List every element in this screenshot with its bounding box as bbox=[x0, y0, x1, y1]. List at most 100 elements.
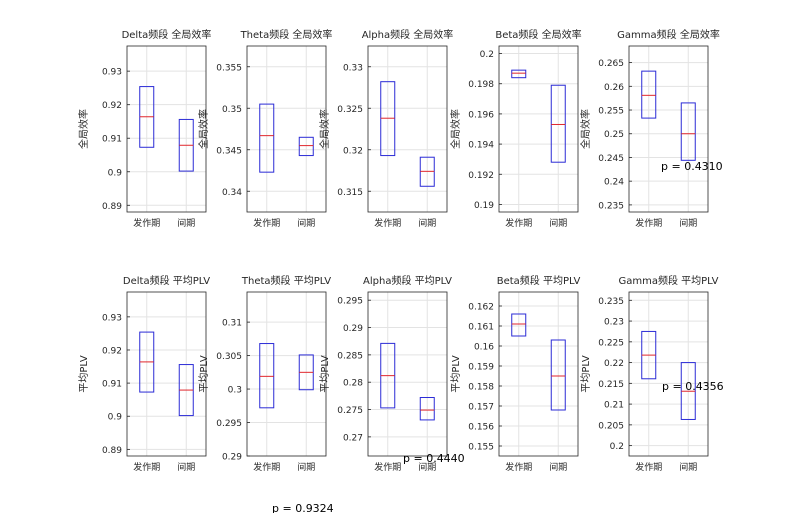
axes-frame bbox=[246, 291, 327, 457]
y-tick-label: 0.235 bbox=[598, 297, 624, 307]
x-tick-label: 发作期 bbox=[635, 461, 662, 473]
y-axis-label: 平均PLV bbox=[198, 355, 210, 393]
y-axis-label: 全局效率 bbox=[318, 109, 331, 149]
chart-title: Delta频段 全局效率 bbox=[122, 28, 212, 41]
y-axis-label: 全局效率 bbox=[579, 109, 592, 149]
y-tick-label: 0.9 bbox=[108, 168, 123, 178]
box-ictal bbox=[259, 343, 275, 409]
y-tick-label: 0.3 bbox=[228, 386, 242, 396]
box-interictal bbox=[550, 339, 566, 411]
x-tick-label: 间期 bbox=[297, 461, 315, 473]
p-value-label: p = 0.9324 bbox=[272, 502, 334, 513]
y-tick-label: 0.91 bbox=[102, 135, 122, 145]
y-tick-label: 0.21 bbox=[604, 401, 624, 411]
y-tick-label: 0.295 bbox=[337, 297, 363, 307]
y-axis-label: 平均PLV bbox=[450, 355, 462, 393]
plot-area bbox=[499, 292, 578, 456]
axes-frame bbox=[367, 45, 448, 213]
y-axis-label: 平均PLV bbox=[580, 355, 592, 393]
x-tick-label: 发作期 bbox=[505, 461, 532, 473]
chart-panel-4: 0.19 0.192 0.194 0.196 0.198 0.2 发作期 间期 Beta频段 全… bbox=[449, 28, 582, 229]
chart-title: Alpha频段 全局效率 bbox=[362, 28, 454, 41]
x-tick-label: 发作期 bbox=[253, 217, 280, 229]
y-tick-label: 0.235 bbox=[598, 201, 624, 211]
y-tick-label: 0.23 bbox=[604, 318, 624, 328]
x-tick-label: 发作期 bbox=[374, 217, 401, 229]
chart-panel-7: 0.29 0.295 0.3 0.305 0.31 发作期 间期 Theta频段 平均PLV 平… bbox=[198, 274, 331, 473]
x-tick-label: 间期 bbox=[679, 217, 697, 229]
y-tick-label: 0.161 bbox=[468, 323, 494, 333]
p-value-label: p = 0.4440 bbox=[403, 452, 465, 465]
p-value-label: p = 0.4310 bbox=[661, 160, 723, 173]
chart-title: Delta频段 平均PLV bbox=[123, 274, 210, 287]
y-tick-label: 0.25 bbox=[604, 130, 624, 140]
box-interictal bbox=[298, 136, 314, 157]
axes-frame bbox=[367, 291, 448, 457]
y-tick-label: 0.93 bbox=[102, 68, 122, 78]
chart-title: Gamma频段 平均PLV bbox=[618, 274, 718, 287]
y-tick-label: 0.28 bbox=[343, 379, 363, 389]
y-tick-label: 0.29 bbox=[343, 324, 363, 334]
box-interictal bbox=[550, 84, 566, 163]
chart-title: Alpha频段 平均PLV bbox=[363, 274, 452, 287]
y-tick-label: 0.31 bbox=[222, 319, 242, 329]
y-tick-label: 0.198 bbox=[468, 80, 494, 90]
box-ictal bbox=[641, 70, 657, 119]
y-tick-label: 0.158 bbox=[468, 383, 494, 393]
y-tick-label: 0.29 bbox=[222, 453, 242, 463]
y-tick-label: 0.162 bbox=[468, 303, 494, 313]
y-tick-label: 0.156 bbox=[468, 423, 494, 433]
y-tick-label: 0.93 bbox=[102, 313, 122, 323]
box-ictal bbox=[511, 69, 527, 79]
y-tick-label: 0.35 bbox=[222, 105, 242, 115]
y-tick-label: 0.92 bbox=[102, 346, 122, 356]
chart-title: Gamma频段 全局效率 bbox=[617, 28, 720, 41]
plot-area bbox=[368, 46, 447, 212]
box-interictal bbox=[680, 102, 696, 161]
y-tick-label: 0.275 bbox=[337, 406, 363, 416]
x-tick-label: 间期 bbox=[679, 461, 697, 473]
y-axis-label: 平均PLV bbox=[78, 355, 90, 393]
chart-title: Beta频段 平均PLV bbox=[497, 274, 581, 287]
chart-panel-6: 0.89 0.9 0.91 0.92 0.93 发作期 间期 Delta频段 平均PLV 平均P… bbox=[78, 274, 210, 473]
axes-frame bbox=[628, 45, 709, 213]
axes-frame bbox=[126, 291, 207, 457]
y-tick-label: 0.34 bbox=[222, 188, 242, 198]
x-tick-label: 间期 bbox=[549, 461, 567, 473]
y-tick-label: 0.196 bbox=[468, 110, 494, 120]
y-tick-label: 0.345 bbox=[216, 146, 242, 156]
y-axis-label: 全局效率 bbox=[197, 109, 210, 149]
y-tick-label: 0.9 bbox=[108, 413, 123, 423]
y-tick-label: 0.194 bbox=[468, 141, 494, 151]
x-tick-label: 间期 bbox=[177, 461, 195, 473]
plot-area bbox=[368, 292, 447, 456]
x-tick-label: 间期 bbox=[549, 217, 567, 229]
chart-panel-5: 0.235 0.24 0.245 0.25 0.255 0.26 0.265 发作期 间期 Gam… bbox=[579, 28, 720, 229]
y-tick-label: 0.192 bbox=[468, 171, 494, 181]
y-tick-label: 0.225 bbox=[598, 338, 624, 348]
x-tick-label: 发作期 bbox=[133, 461, 160, 473]
y-axis-label: 平均PLV bbox=[319, 355, 331, 393]
y-tick-label: 0.355 bbox=[216, 63, 242, 73]
chart-panel-8: 0.27 0.275 0.28 0.285 0.29 0.295 发作期 间期 Alpha频段 … bbox=[319, 274, 452, 473]
y-tick-label: 0.26 bbox=[604, 83, 624, 93]
x-tick-label: 发作期 bbox=[133, 217, 160, 229]
y-tick-label: 0.285 bbox=[337, 351, 363, 361]
x-tick-label: 间期 bbox=[418, 461, 436, 473]
p-value-label: p = 0.4356 bbox=[662, 380, 724, 393]
y-tick-label: 0.89 bbox=[102, 202, 122, 212]
x-tick-label: 发作期 bbox=[374, 461, 401, 473]
y-tick-label: 0.157 bbox=[468, 403, 494, 413]
y-tick-label: 0.19 bbox=[474, 201, 494, 211]
x-tick-label: 间期 bbox=[297, 217, 315, 229]
y-tick-label: 0.91 bbox=[102, 380, 122, 390]
y-tick-label: 0.245 bbox=[598, 154, 624, 164]
axes-frame bbox=[246, 45, 327, 213]
y-tick-label: 0.33 bbox=[343, 63, 363, 73]
y-tick-label: 0.155 bbox=[468, 443, 494, 453]
chart-title: Theta频段 平均PLV bbox=[241, 274, 331, 287]
axes-frame bbox=[126, 45, 207, 213]
